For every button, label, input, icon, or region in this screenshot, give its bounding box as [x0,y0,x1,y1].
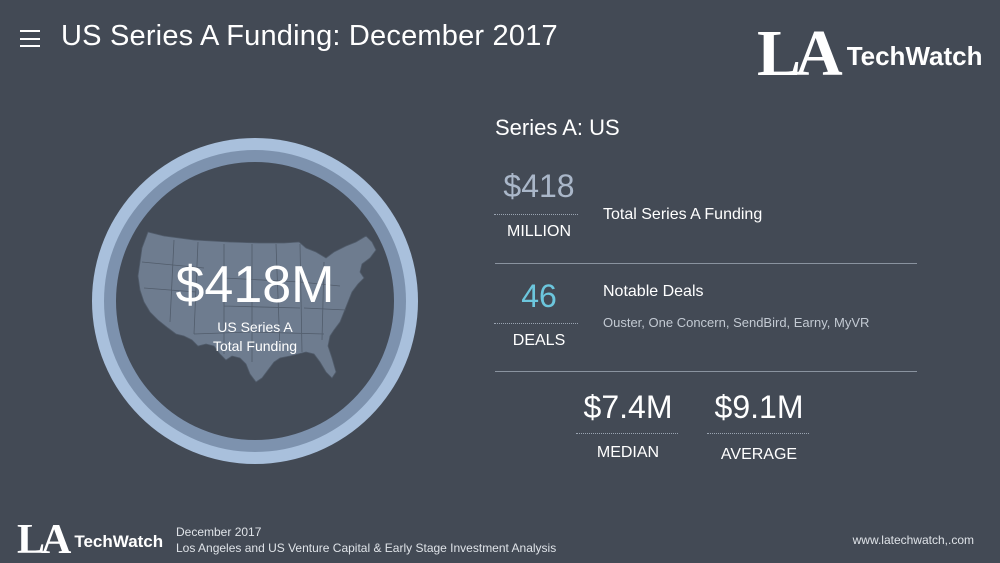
deals-unit: DEALS [512,332,566,349]
funding-label: Total Series A Funding [603,206,763,223]
logo-techwatch-text: TechWatch [846,41,983,71]
funding-unit: MILLION [506,223,571,240]
notable-deals-list: Ouster, One Concern, SendBird, Earny, My… [603,315,870,330]
footer-logo: LA TechWatch [17,517,164,563]
latechwatch-logo: LA TechWatch [757,17,983,90]
logo-la-text: LA [757,17,843,90]
logo-la-text: LA [17,517,71,563]
average-divider [707,433,809,434]
us-map-icon [137,231,377,383]
total-funding-caption: US Series A Total Funding [212,319,298,354]
median-value: $7.4M [583,389,673,425]
section-separator [495,263,917,264]
section-separator [495,371,917,372]
funding-value: $418 [503,168,575,204]
average-unit: AVERAGE [720,446,798,463]
total-funding-value: $418M [175,256,335,314]
funding-circle [116,162,394,440]
footer-url[interactable]: www.latechwatch,.com [852,533,974,547]
hamburger-menu-icon[interactable] [20,30,40,47]
deals-value: 46 [521,278,557,314]
average-value: $9.1M [714,389,804,425]
median-unit: MEDIAN [596,444,660,461]
footer-date: December 2017 [176,525,262,539]
section-title: Series A: US [495,115,620,140]
funding-divider [494,214,578,215]
deals-divider [494,323,578,324]
footer-description: Los Angeles and US Venture Capital & Ear… [176,541,557,555]
page-title: US Series A Funding: December 2017 [61,20,558,52]
median-divider [576,433,678,434]
logo-techwatch-text: TechWatch [74,532,164,551]
deals-label: Notable Deals [603,283,704,300]
